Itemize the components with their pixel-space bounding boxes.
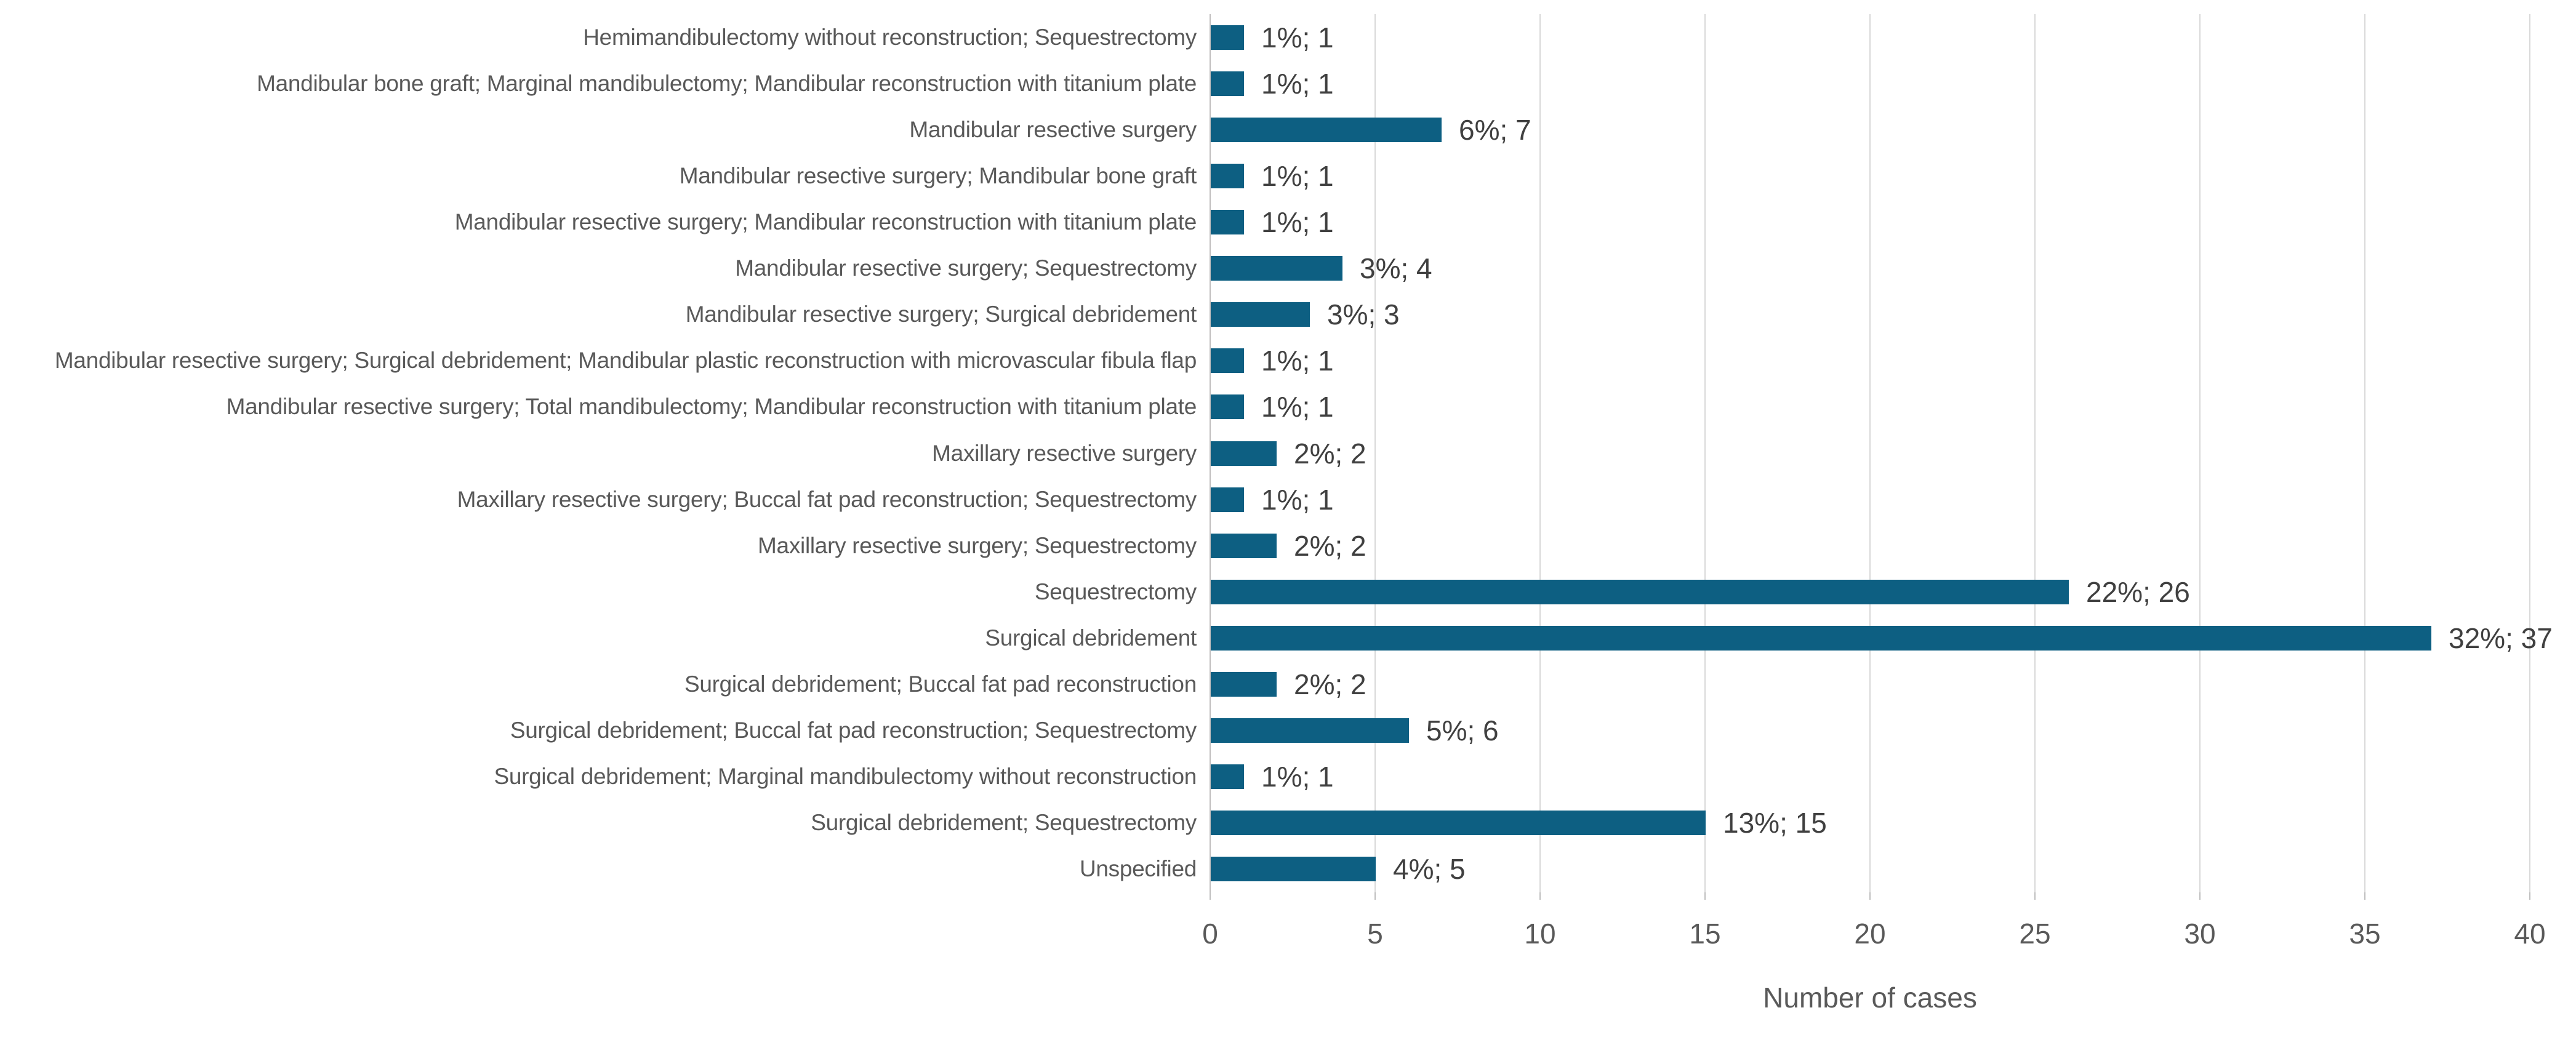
category-label: Maxillary resective surgery; Buccal fat … (457, 487, 1197, 512)
category-label: Mandibular resective surgery; Mandibular… (679, 163, 1197, 188)
bar (1211, 256, 1342, 281)
x-tick-mark (2034, 892, 2036, 900)
category-label: Unspecified (1079, 856, 1197, 881)
bar (1211, 672, 1277, 697)
gridline-x-40 (2529, 14, 2530, 892)
bar (1211, 302, 1310, 327)
gridline-x-25 (2034, 14, 2036, 892)
gridline-x-10 (1539, 14, 1541, 892)
value-label: 2%; 2 (1294, 668, 1366, 700)
gridline-x-20 (1869, 14, 1871, 892)
category-label: Surgical debridement; Marginal mandibule… (494, 764, 1197, 789)
value-label: 1%; 1 (1261, 345, 1334, 377)
category-label: Maxillary resective surgery (932, 441, 1197, 466)
x-tick-label: 40 (2514, 918, 2546, 950)
category-label: Surgical debridement (985, 625, 1197, 651)
category-label: Mandibular resective surgery; Sequestrec… (735, 255, 1197, 281)
bar (1211, 718, 1409, 743)
x-tick-mark (2529, 892, 2530, 900)
category-label: Maxillary resective surgery; Sequestrect… (758, 533, 1197, 558)
value-label: 2%; 2 (1294, 530, 1366, 562)
bar (1211, 487, 1244, 512)
bar (1211, 580, 2069, 604)
bar (1211, 811, 1706, 835)
category-label: Mandibular resective surgery (909, 117, 1197, 142)
category-label: Surgical debridement; Buccal fat pad rec… (510, 718, 1197, 743)
bar (1211, 348, 1244, 373)
value-label: 6%; 7 (1459, 114, 1531, 146)
value-label: 1%; 1 (1261, 484, 1334, 516)
x-tick-label: 10 (1524, 918, 1556, 950)
x-tick-label: 15 (1689, 918, 1721, 950)
value-label: 32%; 37 (2449, 622, 2553, 654)
bar (1211, 71, 1244, 96)
x-tick-label: 5 (1367, 918, 1383, 950)
x-axis-title: Number of cases (1763, 982, 1977, 1014)
bar (1211, 441, 1277, 466)
category-label: Surgical debridement; Buccal fat pad rec… (684, 671, 1197, 697)
value-label: 4%; 5 (1393, 853, 1466, 885)
x-tick-mark (2364, 892, 2365, 900)
category-label: Mandibular bone graft; Marginal mandibul… (257, 71, 1197, 96)
value-label: 13%; 15 (1723, 807, 1827, 839)
gridline-x-15 (1704, 14, 1706, 892)
bar (1211, 626, 2431, 651)
gridline-x-35 (2364, 14, 2365, 892)
x-tick-mark (1704, 892, 1706, 900)
value-label: 1%; 1 (1261, 391, 1334, 423)
x-tick-mark (1374, 892, 1376, 900)
category-label: Surgical debridement; Sequestrectomy (811, 810, 1197, 835)
category-label: Sequestrectomy (1034, 579, 1197, 604)
value-label: 22%; 26 (2086, 576, 2190, 608)
value-label: 1%; 1 (1261, 206, 1334, 238)
x-tick-mark (2199, 892, 2201, 900)
bar (1211, 394, 1244, 419)
category-label: Mandibular resective surgery; Surgical d… (685, 302, 1197, 327)
category-label: Hemimandibulectomy without reconstructio… (583, 25, 1197, 50)
x-tick-mark (1869, 892, 1871, 900)
gridline-x-30 (2199, 14, 2201, 892)
value-label: 1%; 1 (1261, 160, 1334, 192)
value-label: 5%; 6 (1426, 715, 1499, 747)
category-label: Mandibular resective surgery; Mandibular… (454, 209, 1197, 234)
bar (1211, 764, 1244, 789)
x-tick-label: 25 (2019, 918, 2051, 950)
bar (1211, 534, 1277, 558)
bar (1211, 25, 1244, 50)
category-label: Mandibular resective surgery; Total mand… (226, 394, 1197, 419)
value-label: 3%; 4 (1360, 252, 1432, 284)
x-tick-label: 20 (1854, 918, 1886, 950)
value-label: 1%; 1 (1261, 761, 1334, 793)
x-tick-label: 0 (1202, 918, 1218, 950)
value-label: 3%; 3 (1327, 298, 1400, 330)
value-label: 1%; 1 (1261, 68, 1334, 100)
y-axis-line (1210, 14, 1211, 892)
value-label: 2%; 2 (1294, 438, 1366, 470)
x-tick-mark (1539, 892, 1541, 900)
bar (1211, 210, 1244, 234)
x-tick-label: 30 (2184, 918, 2216, 950)
x-tick-label: 35 (2349, 918, 2381, 950)
x-tick-mark (1210, 892, 1211, 900)
gridline-x-5 (1374, 14, 1376, 892)
category-label: Mandibular resective surgery; Surgical d… (54, 348, 1197, 373)
bar (1211, 164, 1244, 188)
bar (1211, 118, 1442, 142)
bar (1211, 857, 1376, 881)
value-label: 1%; 1 (1261, 22, 1334, 54)
